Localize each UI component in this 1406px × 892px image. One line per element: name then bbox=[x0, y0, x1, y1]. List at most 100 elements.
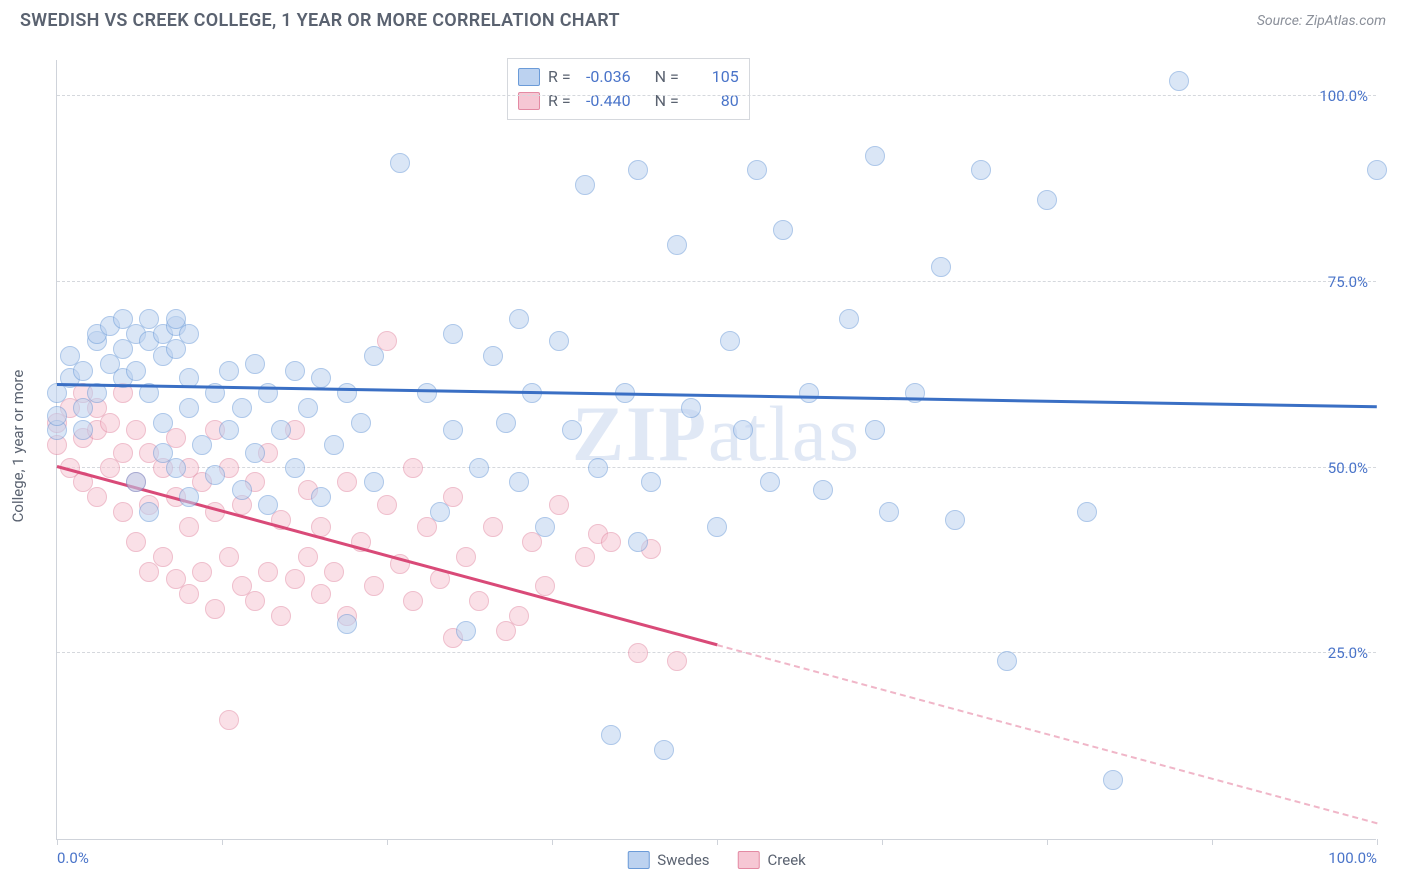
r-label: R = bbox=[548, 89, 571, 113]
r-label: R = bbox=[548, 65, 571, 89]
watermark-light: atlas bbox=[708, 390, 861, 477]
scatter-point-creek bbox=[285, 569, 305, 589]
x-tick bbox=[387, 839, 388, 845]
scatter-point-swedes bbox=[364, 346, 384, 366]
scatter-point-swedes bbox=[813, 480, 833, 500]
scatter-point-swedes bbox=[971, 160, 991, 180]
scatter-point-swedes bbox=[324, 435, 344, 455]
scatter-point-swedes bbox=[1367, 160, 1387, 180]
scatter-point-creek bbox=[179, 584, 199, 604]
scatter-point-creek bbox=[126, 420, 146, 440]
scatter-point-swedes bbox=[588, 458, 608, 478]
scatter-point-creek bbox=[483, 517, 503, 537]
scatter-point-swedes bbox=[351, 413, 371, 433]
scatter-point-swedes bbox=[667, 235, 687, 255]
x-tick bbox=[552, 839, 553, 845]
scatter-point-creek bbox=[100, 413, 120, 433]
swatch-swedes bbox=[518, 68, 540, 86]
chart-title: SWEDISH VS CREEK COLLEGE, 1 YEAR OR MORE… bbox=[20, 10, 620, 31]
scatter-point-creek bbox=[205, 599, 225, 619]
scatter-point-creek bbox=[245, 591, 265, 611]
scatter-point-swedes bbox=[364, 472, 384, 492]
x-tick-label: 100.0% bbox=[1328, 849, 1377, 867]
scatter-point-swedes bbox=[549, 331, 569, 351]
scatter-point-swedes bbox=[126, 361, 146, 381]
scatter-point-creek bbox=[219, 547, 239, 567]
scatter-point-swedes bbox=[681, 398, 701, 418]
scatter-point-swedes bbox=[535, 517, 555, 537]
scatter-point-swedes bbox=[509, 309, 529, 329]
scatter-point-swedes bbox=[205, 465, 225, 485]
scatter-point-swedes bbox=[126, 472, 146, 492]
scatter-point-swedes bbox=[73, 420, 93, 440]
stats-row-swedes: R = -0.036 N = 105 bbox=[518, 65, 739, 89]
scatter-point-creek bbox=[628, 643, 648, 663]
scatter-point-swedes bbox=[997, 651, 1017, 671]
scatter-point-swedes bbox=[298, 398, 318, 418]
swatch-creek bbox=[738, 851, 760, 869]
scatter-point-creek bbox=[258, 562, 278, 582]
scatter-point-creek bbox=[403, 591, 423, 611]
watermark: ZIPatlas bbox=[572, 389, 861, 479]
scatter-point-swedes bbox=[575, 175, 595, 195]
gridline bbox=[57, 652, 1376, 653]
n-label: N = bbox=[655, 65, 679, 89]
scatter-point-creek bbox=[126, 532, 146, 552]
scatter-point-swedes bbox=[179, 324, 199, 344]
scatter-point-swedes bbox=[799, 383, 819, 403]
scatter-point-swedes bbox=[271, 420, 291, 440]
n-label: N = bbox=[655, 89, 679, 113]
r-value-swedes: -0.036 bbox=[579, 65, 631, 89]
scatter-point-swedes bbox=[73, 361, 93, 381]
scatter-point-creek bbox=[377, 495, 397, 515]
scatter-point-creek bbox=[509, 606, 529, 626]
scatter-point-swedes bbox=[839, 309, 859, 329]
scatter-point-creek bbox=[667, 651, 687, 671]
correlation-stats-legend: R = -0.036 N = 105 R = -0.440 N = 80 bbox=[507, 58, 750, 120]
n-value-creek: 80 bbox=[687, 89, 739, 113]
scatter-point-creek bbox=[311, 584, 331, 604]
scatter-point-creek bbox=[113, 443, 133, 463]
scatter-point-swedes bbox=[219, 361, 239, 381]
scatter-point-swedes bbox=[931, 257, 951, 277]
scatter-point-swedes bbox=[311, 487, 331, 507]
scatter-point-creek bbox=[113, 502, 133, 522]
scatter-point-swedes bbox=[1169, 71, 1189, 91]
scatter-point-swedes bbox=[285, 458, 305, 478]
legend-label: Swedes bbox=[657, 851, 709, 869]
scatter-point-swedes bbox=[628, 532, 648, 552]
scatter-point-swedes bbox=[139, 502, 159, 522]
scatter-point-creek bbox=[364, 576, 384, 596]
scatter-point-swedes bbox=[192, 435, 212, 455]
series-legend: Swedes Creek bbox=[627, 851, 806, 869]
scatter-point-creek bbox=[575, 547, 595, 567]
scatter-point-swedes bbox=[311, 368, 331, 388]
gridline bbox=[57, 467, 1376, 468]
x-tick bbox=[1377, 839, 1378, 845]
scatter-point-creek bbox=[456, 547, 476, 567]
scatter-point-creek bbox=[535, 576, 555, 596]
scatter-point-swedes bbox=[720, 331, 740, 351]
scatter-point-creek bbox=[337, 472, 357, 492]
scatter-point-creek bbox=[192, 562, 212, 582]
scatter-point-swedes bbox=[47, 406, 67, 426]
scatter-chart: ZIPatlas R = -0.036 N = 105 R = -0.440 N… bbox=[56, 60, 1376, 840]
gridline bbox=[57, 281, 1376, 282]
scatter-point-creek bbox=[549, 495, 569, 515]
n-value-swedes: 105 bbox=[687, 65, 739, 89]
scatter-point-swedes bbox=[1037, 190, 1057, 210]
scatter-point-swedes bbox=[865, 420, 885, 440]
scatter-point-creek bbox=[403, 458, 423, 478]
scatter-point-creek bbox=[219, 710, 239, 730]
y-tick-label: 50.0% bbox=[1328, 459, 1368, 477]
scatter-point-swedes bbox=[945, 510, 965, 530]
scatter-point-creek bbox=[153, 547, 173, 567]
scatter-point-swedes bbox=[707, 517, 727, 537]
y-tick-label: 100.0% bbox=[1319, 87, 1368, 105]
scatter-point-swedes bbox=[443, 324, 463, 344]
scatter-point-swedes bbox=[760, 472, 780, 492]
scatter-point-swedes bbox=[443, 420, 463, 440]
scatter-point-swedes bbox=[179, 398, 199, 418]
scatter-point-creek bbox=[469, 591, 489, 611]
scatter-point-swedes bbox=[654, 740, 674, 760]
